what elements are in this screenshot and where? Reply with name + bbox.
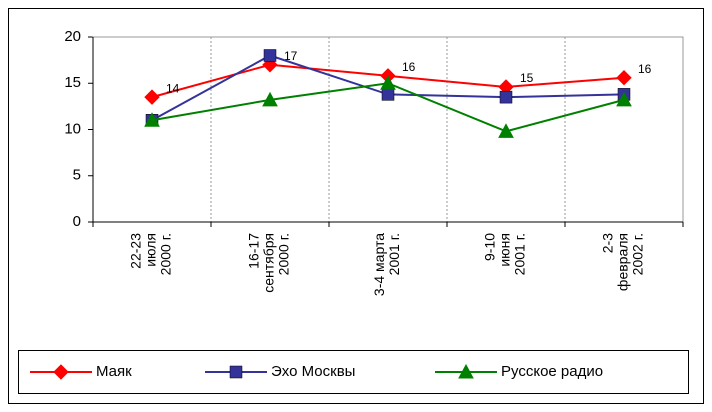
data-label: 17 <box>284 49 298 63</box>
marker <box>381 88 395 101</box>
y-tick-label: 0 <box>73 213 81 230</box>
y-tick-label: 5 <box>73 167 81 184</box>
x-tick-label: февраля <box>615 233 631 291</box>
marker <box>144 89 160 105</box>
marker <box>144 112 160 127</box>
x-tick-label: 2002 г. <box>630 233 646 275</box>
marker <box>380 75 396 90</box>
marker <box>262 91 278 107</box>
data-label: 16 <box>638 62 652 76</box>
marker <box>498 123 514 138</box>
marker <box>263 49 277 62</box>
legend-label: Эхо Москвы <box>271 363 355 380</box>
x-tick-label: 2000 г. <box>276 233 292 275</box>
x-tick-label: июля <box>143 233 159 267</box>
data-label: 15 <box>520 71 534 85</box>
x-tick-label: 16-17 <box>246 233 262 269</box>
x-tick-label: 2001 г. <box>386 233 402 275</box>
legend-label: Русское радио <box>501 363 603 380</box>
marker <box>458 363 474 379</box>
legend-label: Маяк <box>96 363 132 380</box>
y-tick-label: 20 <box>64 28 81 45</box>
x-tick-label: 2-3 <box>600 233 616 253</box>
x-tick-label: 2001 г. <box>512 233 528 275</box>
legend-box <box>18 350 689 394</box>
x-tick-label: 22-23 <box>128 233 144 269</box>
x-tick-label: 3-4 марта <box>371 233 387 296</box>
data-label: 14 <box>166 81 180 95</box>
x-tick-label: 9-10 <box>482 233 498 261</box>
marker <box>229 365 243 379</box>
y-tick-label: 15 <box>64 74 81 91</box>
marker <box>616 91 632 107</box>
x-tick-label: 2000 г. <box>158 233 174 275</box>
x-tick-label: сентября <box>261 233 277 293</box>
chart-border <box>8 8 704 404</box>
data-label: 16 <box>402 60 416 74</box>
marker <box>616 69 632 86</box>
marker <box>53 364 69 380</box>
x-tick-label: июня <box>497 233 513 267</box>
marker <box>499 90 513 104</box>
y-tick-label: 10 <box>64 120 81 137</box>
